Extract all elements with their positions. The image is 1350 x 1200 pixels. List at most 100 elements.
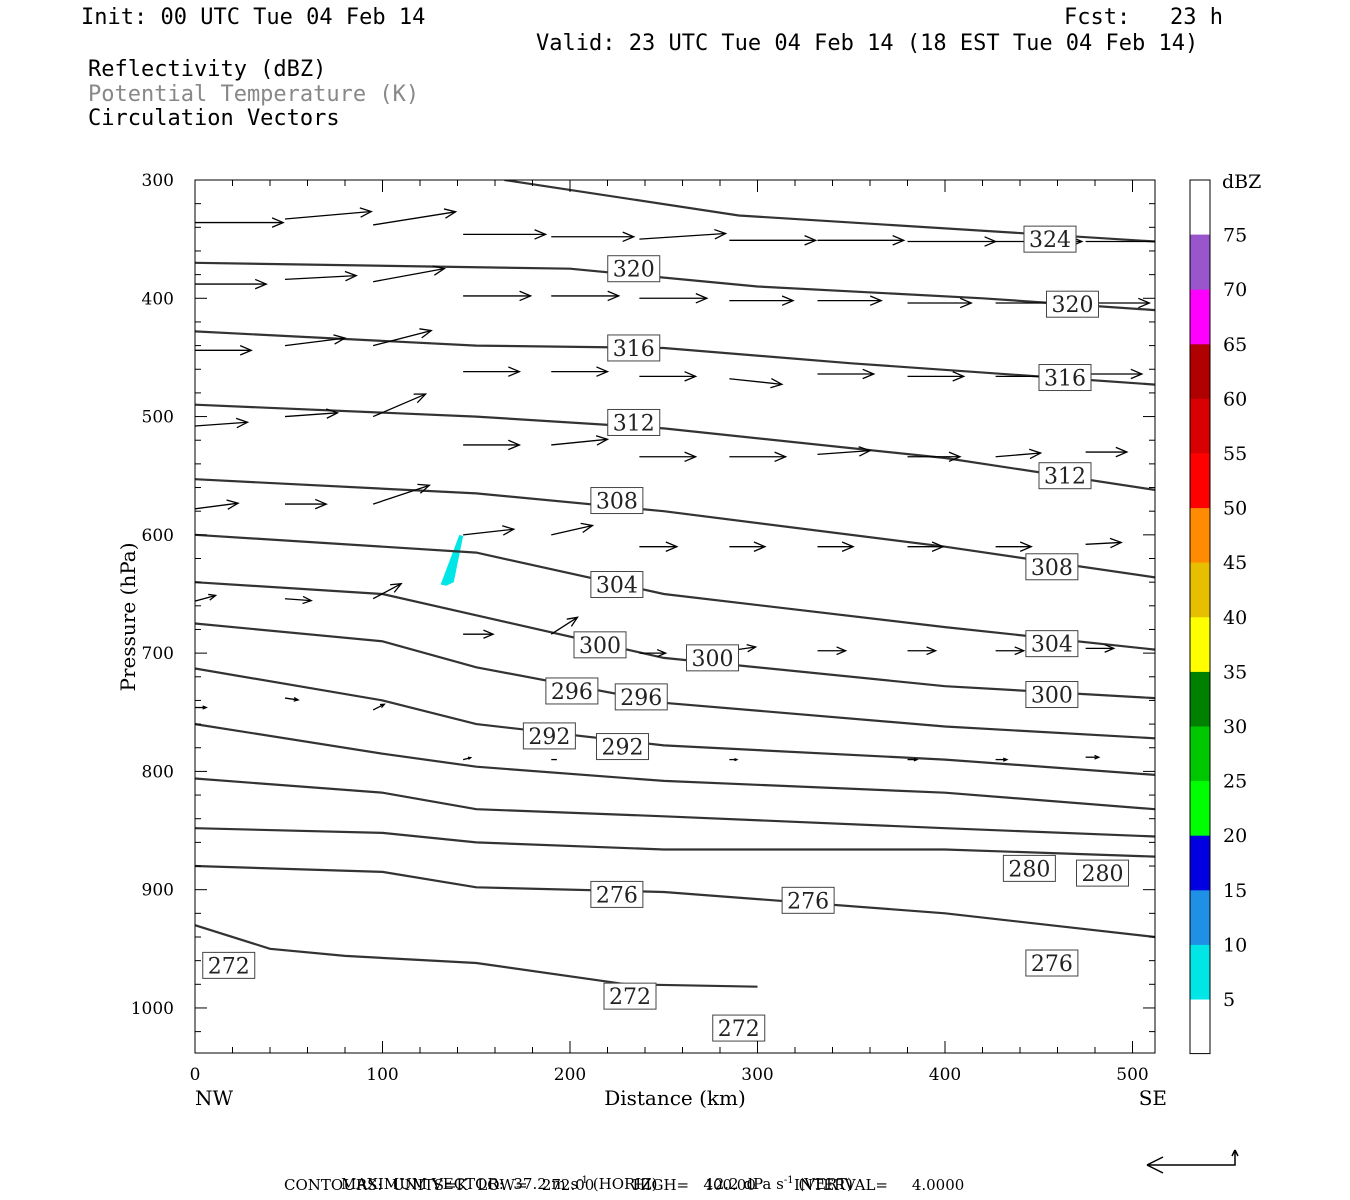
contour-label-box bbox=[607, 408, 661, 436]
colorbar-swatch bbox=[1190, 507, 1210, 563]
circulation-vector bbox=[195, 593, 218, 602]
circulation-vector bbox=[285, 498, 328, 510]
contour-label: 312 bbox=[613, 411, 655, 436]
contour-label: 292 bbox=[602, 736, 644, 761]
circulation-vector bbox=[639, 228, 728, 240]
colorbar-frame bbox=[1189, 179, 1211, 1055]
colorbar-title: dBZ bbox=[1222, 171, 1261, 193]
colorbar-swatch bbox=[1190, 671, 1210, 727]
contour-label-box bbox=[1025, 553, 1079, 581]
contour-info: CONTOURS: UNITS=K LOW= 272.00 HIGH= 400.… bbox=[284, 1176, 965, 1194]
forecast-hour: Fcst: 23 h bbox=[1064, 5, 1223, 30]
contour-label: 316 bbox=[1044, 367, 1086, 392]
circulation-vector bbox=[729, 295, 795, 306]
x-tick-label: 0 bbox=[190, 1065, 201, 1085]
contour-label-box bbox=[1025, 681, 1079, 709]
x-tick-label: 200 bbox=[554, 1065, 586, 1085]
circulation-vector bbox=[639, 648, 668, 658]
contour-label: 300 bbox=[692, 647, 734, 672]
circulation-vector bbox=[729, 541, 767, 552]
isentrope-312 bbox=[195, 403, 1155, 491]
colorbar-tick-label: 10 bbox=[1223, 934, 1247, 956]
contour-label: 300 bbox=[579, 634, 621, 659]
circulation-vector bbox=[551, 366, 610, 377]
colorbar-tick-label: 5 bbox=[1223, 989, 1235, 1011]
contour-label-box bbox=[1023, 225, 1077, 253]
contour-label-box bbox=[596, 733, 649, 761]
field-title-potential-temperature: Potential Temperature (K) bbox=[88, 82, 420, 107]
circulation-vector bbox=[817, 368, 876, 380]
colorbar-tick-label: 70 bbox=[1223, 279, 1247, 301]
field-title-circulation-vectors: Circulation Vectors bbox=[88, 106, 340, 131]
circulation-vector bbox=[284, 334, 347, 347]
contour-label: 272 bbox=[609, 985, 651, 1010]
circulation-vector bbox=[372, 393, 428, 418]
circulation-vector bbox=[995, 757, 1009, 762]
circulation-vector bbox=[463, 229, 548, 240]
colorbar-swatch bbox=[1190, 343, 1210, 399]
circulation-vector bbox=[372, 582, 403, 600]
isentrope-284 bbox=[195, 777, 1155, 838]
circulation-vector bbox=[195, 345, 253, 356]
x-tick-label: 300 bbox=[741, 1065, 773, 1085]
colorbar-swatch bbox=[1190, 398, 1210, 454]
circulation-vector bbox=[551, 290, 621, 302]
contour-label-box bbox=[1025, 630, 1079, 658]
circulation-vector bbox=[551, 231, 636, 243]
contour-label-box bbox=[686, 644, 739, 672]
circulation-vector bbox=[639, 451, 698, 463]
circulation-vector bbox=[195, 417, 250, 429]
reflectivity-patch bbox=[440, 534, 464, 586]
colorbar-swatch bbox=[1190, 944, 1210, 1000]
colorbar-swatch bbox=[1190, 289, 1210, 345]
init-time: Init: 00 UTC Tue 04 Feb 14 bbox=[81, 5, 426, 30]
circulation-vector bbox=[1085, 537, 1123, 549]
circulation-vector bbox=[639, 293, 709, 304]
isentrope-316 bbox=[195, 330, 1155, 386]
circulation-vector bbox=[1085, 754, 1101, 760]
colorbar-tick-label: 50 bbox=[1223, 498, 1247, 520]
contour-label: 272 bbox=[718, 1017, 760, 1042]
colorbar-swatch bbox=[1190, 780, 1210, 836]
colorbar-swatch bbox=[1190, 562, 1210, 618]
x-tick-label: 500 bbox=[1116, 1065, 1148, 1085]
isentrope-308 bbox=[195, 478, 1155, 579]
circulation-vector bbox=[372, 483, 431, 505]
x-axis-right-end-label: SE bbox=[1139, 1086, 1167, 1110]
valid-time: Valid: 23 UTC Tue 04 Feb 14 (18 EST Tue … bbox=[536, 31, 1199, 56]
isentrope-292 bbox=[195, 667, 1155, 776]
x-tick-label: 100 bbox=[366, 1065, 398, 1085]
colorbar-tick-label: 40 bbox=[1223, 607, 1247, 629]
y-tick-label: 500 bbox=[142, 408, 174, 428]
colorbar-tick-label: 30 bbox=[1223, 716, 1247, 738]
isentrope-304 bbox=[195, 533, 1155, 651]
isentrope-288 bbox=[195, 723, 1155, 811]
colorbar-swatch bbox=[1190, 835, 1210, 891]
circulation-vector bbox=[195, 499, 240, 510]
max-vector-horizontal-tag: (HORIZ) bbox=[592, 1175, 658, 1193]
y-tick-label: 400 bbox=[142, 289, 174, 309]
circulation-vector bbox=[195, 705, 208, 710]
isentrope-280 bbox=[195, 827, 1155, 858]
circulation-vector bbox=[907, 451, 962, 463]
isentrope-296 bbox=[195, 622, 1155, 740]
contour-label: 280 bbox=[1082, 862, 1124, 887]
y-axis-label: Pressure (hPa) bbox=[116, 543, 140, 692]
isentrope-276 bbox=[195, 864, 1155, 939]
circulation-vector bbox=[284, 696, 300, 702]
isentrope-324 bbox=[504, 180, 1155, 243]
circulation-vector bbox=[639, 371, 698, 382]
y-tick-label: 300 bbox=[142, 171, 174, 191]
circulation-vector bbox=[639, 541, 679, 552]
circulation-vector bbox=[463, 525, 516, 536]
isentrope-272 bbox=[195, 924, 758, 988]
contour-label-box bbox=[590, 571, 644, 599]
circulation-vector bbox=[907, 757, 919, 762]
contour-label: 320 bbox=[613, 258, 655, 283]
circulation-vector bbox=[195, 217, 285, 228]
colorbar-tick-label: 35 bbox=[1223, 661, 1247, 683]
circulation-vector bbox=[1085, 643, 1116, 653]
circulation-vector bbox=[284, 595, 313, 605]
circulation-vector bbox=[817, 446, 872, 457]
contour-label: 272 bbox=[208, 954, 250, 979]
